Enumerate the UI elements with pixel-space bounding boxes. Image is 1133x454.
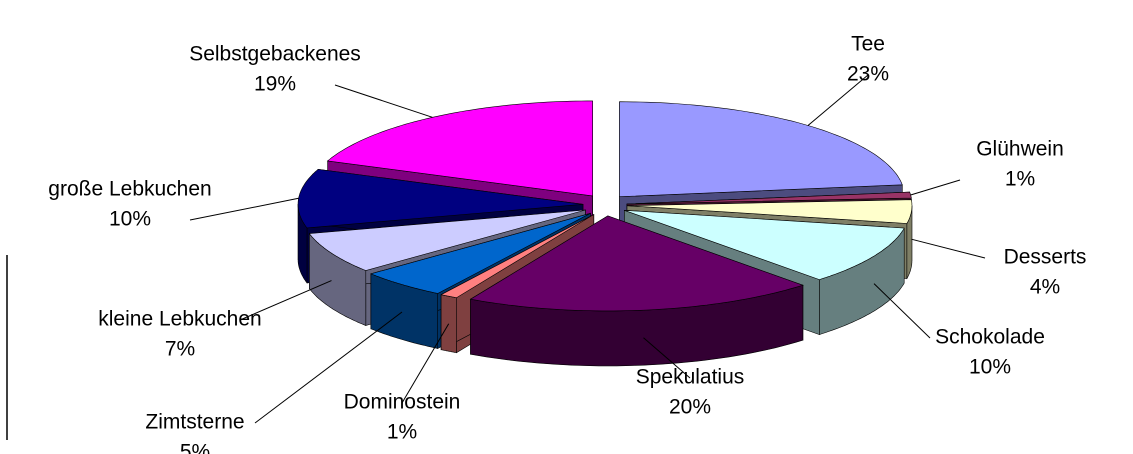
- slice-top: [469, 215, 804, 312]
- slice-top: [624, 210, 905, 280]
- category-label: Desserts: [1004, 246, 1087, 269]
- value-label: 1%: [1005, 168, 1035, 191]
- category-label: Tee: [851, 33, 885, 56]
- slice-top: [440, 214, 594, 298]
- value-label: 4%: [1030, 276, 1060, 299]
- slice-tops: [297, 100, 913, 312]
- value-label: 10%: [109, 208, 151, 231]
- slice-top: [626, 199, 913, 224]
- leader-line: [239, 280, 332, 321]
- value-label: 7%: [165, 338, 195, 361]
- leader-line: [334, 84, 433, 118]
- value-label: 23%: [847, 63, 889, 86]
- leader-line: [401, 323, 450, 404]
- category-label: Glühwein: [976, 138, 1064, 161]
- leader-line: [643, 337, 691, 379]
- category-label: Schokolade: [935, 326, 1045, 349]
- leader-line: [189, 197, 299, 221]
- slice-top: [370, 213, 591, 294]
- leader-line: [254, 311, 403, 424]
- value-label: 10%: [969, 356, 1011, 379]
- slice-top: [619, 101, 903, 198]
- outer-wall: [440, 294, 457, 354]
- category-label: Selbstgebackenes: [189, 43, 361, 66]
- leader-line: [807, 74, 869, 126]
- leader-line: [911, 238, 986, 259]
- value-label: 1%: [387, 421, 417, 444]
- category-label: große Lebkuchen: [48, 178, 211, 201]
- category-label: Dominostein: [344, 391, 461, 414]
- slice-top: [308, 209, 586, 271]
- value-label: 20%: [669, 396, 711, 419]
- leader-line: [873, 283, 931, 339]
- category-label: Spekulatius: [636, 366, 745, 389]
- category-label: Zimtsterne: [145, 411, 244, 434]
- value-label: 19%: [254, 73, 296, 96]
- leader-line: [910, 179, 961, 196]
- value-label: 5%: [180, 441, 210, 454]
- category-label: kleine Lebkuchen: [98, 308, 261, 331]
